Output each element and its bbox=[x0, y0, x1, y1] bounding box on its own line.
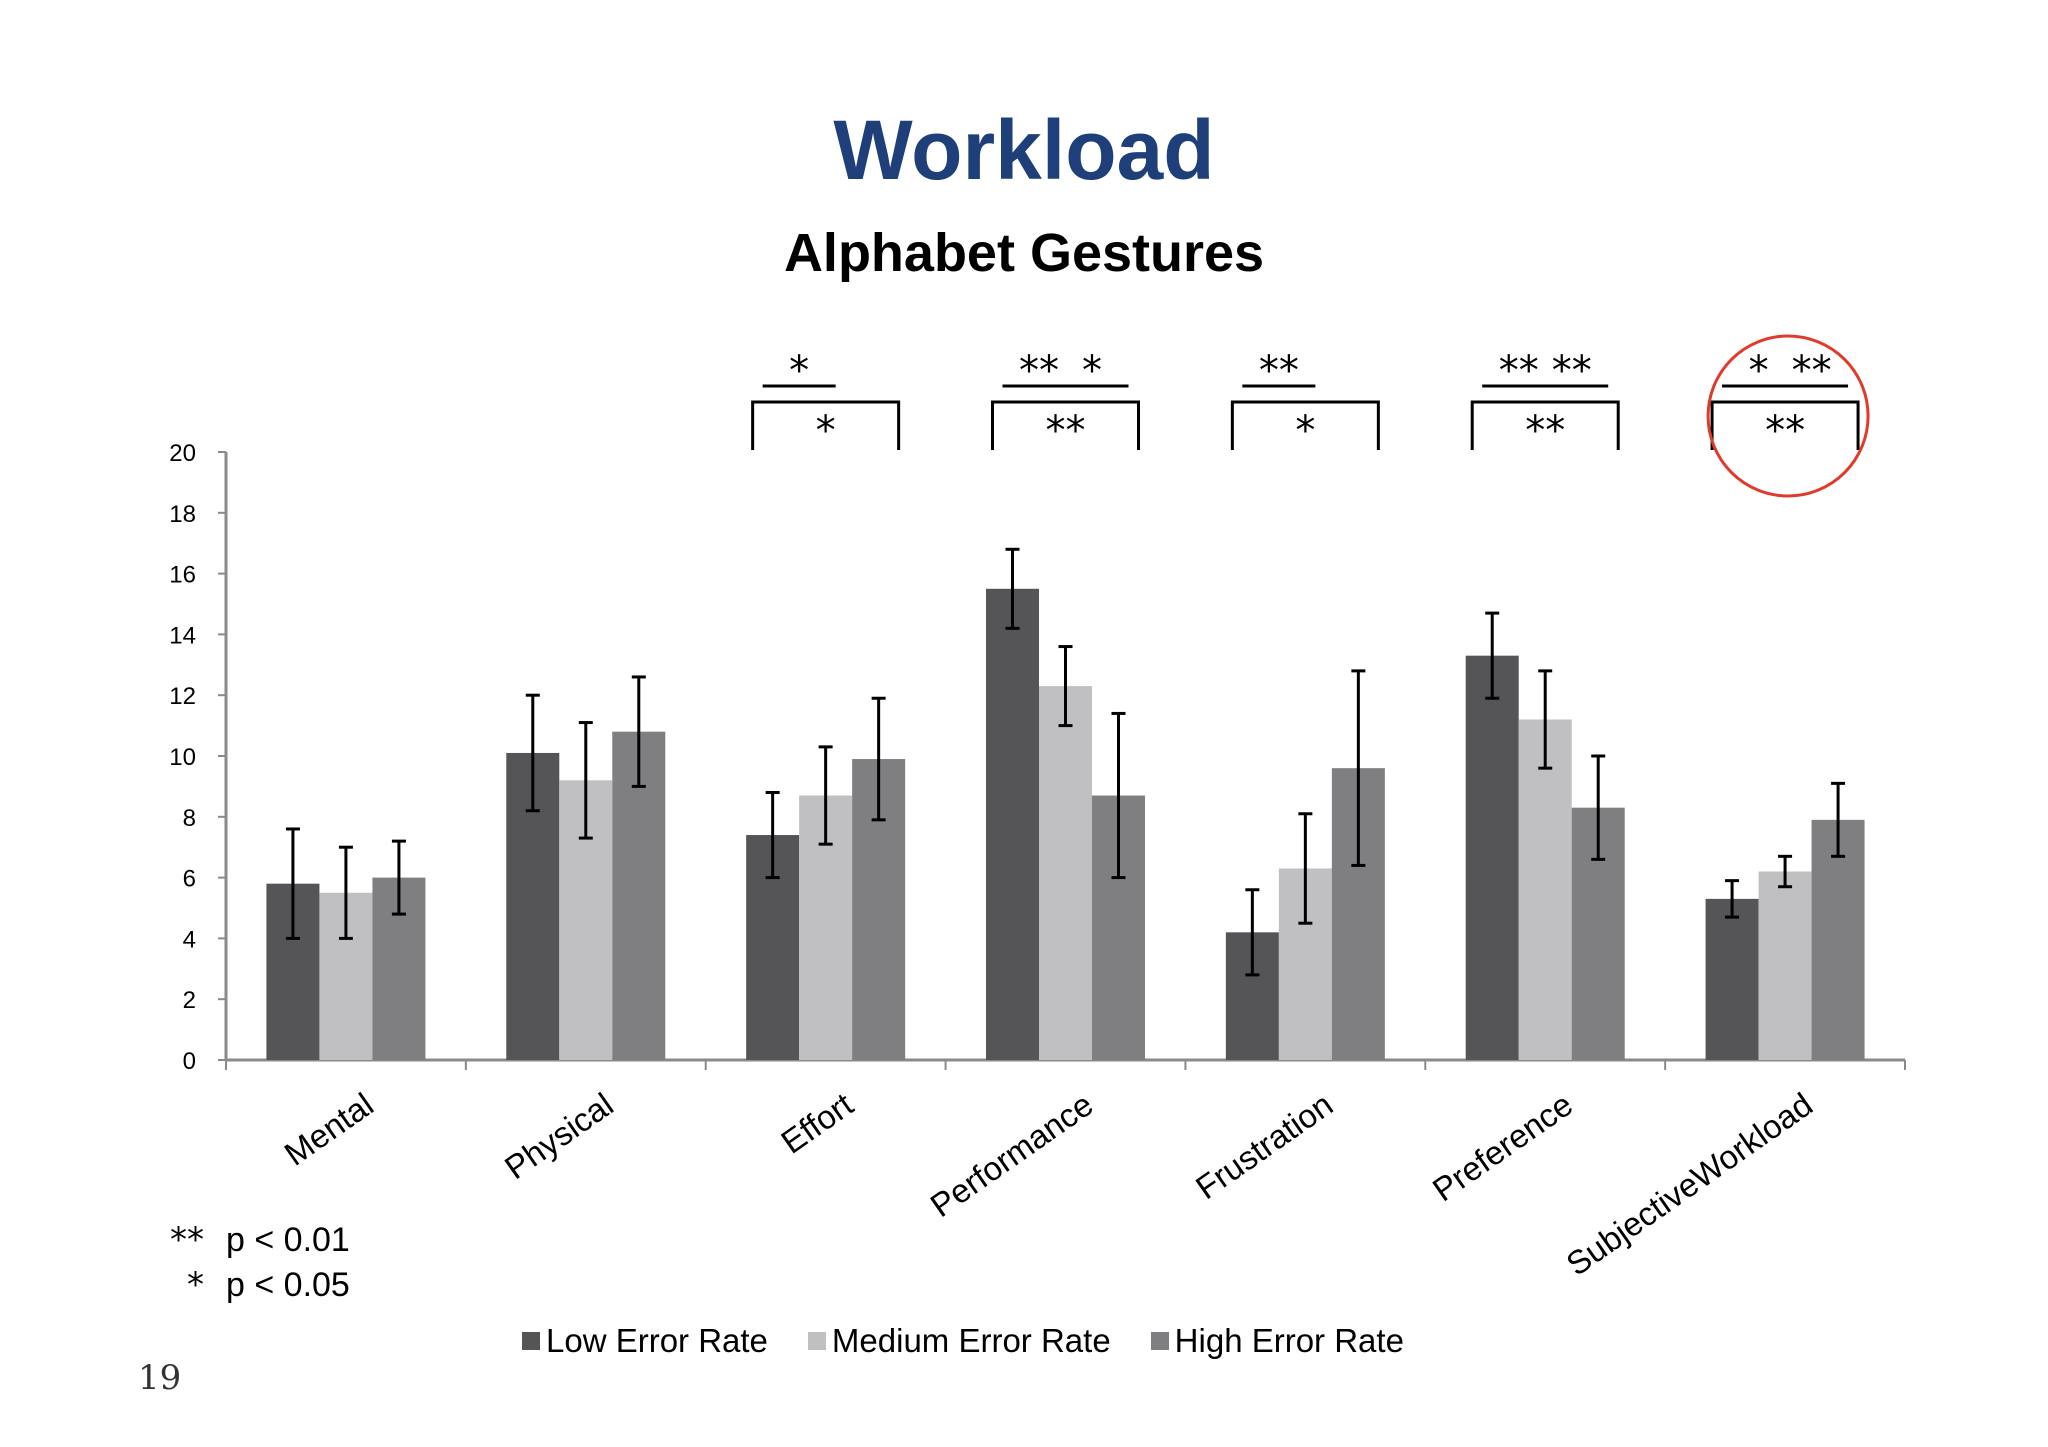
significance-star: ** bbox=[1792, 348, 1832, 394]
y-tick-label: 14 bbox=[169, 622, 196, 649]
legend-swatch-low bbox=[522, 1331, 540, 1350]
legend-swatch-high bbox=[1150, 1331, 1169, 1350]
category-label: Frustration bbox=[1189, 1085, 1339, 1206]
bar bbox=[986, 588, 1039, 1060]
significance-star: ** bbox=[1552, 348, 1592, 394]
bracket-line bbox=[1230, 400, 1380, 450]
y-tick-label: 10 bbox=[169, 744, 196, 771]
significance-text: p < 0.01 bbox=[226, 1221, 350, 1259]
category-label: Physical bbox=[498, 1085, 620, 1186]
legend-swatch-medium bbox=[807, 1331, 826, 1350]
bar bbox=[1758, 871, 1812, 1060]
significance-legend-p001: ** p < 0.01 bbox=[140, 1223, 350, 1257]
y-tick-label: 2 bbox=[183, 987, 196, 1014]
y-tick-label: 18 bbox=[169, 501, 196, 528]
significance-mark: ** bbox=[170, 1220, 204, 1260]
bracket-line bbox=[751, 400, 901, 450]
category-label: SubjectiveWorkload bbox=[1559, 1085, 1819, 1282]
significance-mark: * bbox=[187, 1265, 204, 1305]
legend-item-low: Low Error Rate bbox=[522, 1324, 768, 1357]
bar bbox=[1705, 898, 1759, 1060]
significance-star: * bbox=[1082, 348, 1102, 394]
chart-title: Alphabet Gestures bbox=[783, 223, 1265, 283]
bar bbox=[1518, 719, 1572, 1060]
category-label: Mental bbox=[278, 1085, 380, 1172]
significance-star: * bbox=[1295, 408, 1315, 454]
significance-star: * bbox=[816, 408, 836, 454]
y-tick-label: 4 bbox=[183, 926, 196, 953]
bracket-line bbox=[1470, 400, 1620, 450]
y-tick-label: 12 bbox=[169, 683, 196, 710]
y-tick-label: 8 bbox=[183, 805, 196, 832]
legend-label-medium: Medium Error Rate bbox=[831, 1322, 1111, 1359]
category-label: Preference bbox=[1426, 1085, 1579, 1208]
bar bbox=[1811, 819, 1865, 1060]
significance-star: ** bbox=[1259, 348, 1299, 394]
y-tick-label: 6 bbox=[183, 866, 196, 893]
legend-item-medium: Medium Error Rate bbox=[807, 1322, 1111, 1359]
category-label: Effort bbox=[774, 1085, 859, 1160]
bar bbox=[1465, 655, 1519, 1060]
highlight-circle bbox=[1706, 334, 1870, 498]
page-number: 19 bbox=[138, 1358, 182, 1398]
significance-star: ** bbox=[1525, 408, 1565, 454]
legend-item-high: High Error Rate bbox=[1150, 1322, 1404, 1359]
chart-legend: Low Error Rate Medium Error Rate High Er… bbox=[522, 1324, 1404, 1357]
legend-label-low: Low Error Rate bbox=[546, 1322, 768, 1359]
significance-star: * bbox=[789, 348, 809, 394]
legend-label-high: High Error Rate bbox=[1174, 1322, 1404, 1359]
bracket-line bbox=[1710, 400, 1860, 450]
y-tick-label: 0 bbox=[183, 1048, 196, 1075]
significance-star: ** bbox=[1499, 348, 1539, 394]
significance-star: ** bbox=[1765, 408, 1805, 454]
bar bbox=[1039, 686, 1092, 1060]
y-tick-label: 16 bbox=[169, 562, 196, 589]
slide-title: Workload bbox=[833, 103, 1215, 197]
significance-star: ** bbox=[1046, 408, 1086, 454]
category-label: Performance bbox=[924, 1085, 1100, 1224]
significance-text: p < 0.05 bbox=[226, 1266, 350, 1304]
significance-legend-p005: * p < 0.05 bbox=[140, 1268, 350, 1302]
significance-star: * bbox=[1749, 348, 1769, 394]
significance-star: ** bbox=[1019, 348, 1059, 394]
bracket-line bbox=[991, 400, 1140, 450]
y-tick-label: 20 bbox=[169, 440, 196, 467]
